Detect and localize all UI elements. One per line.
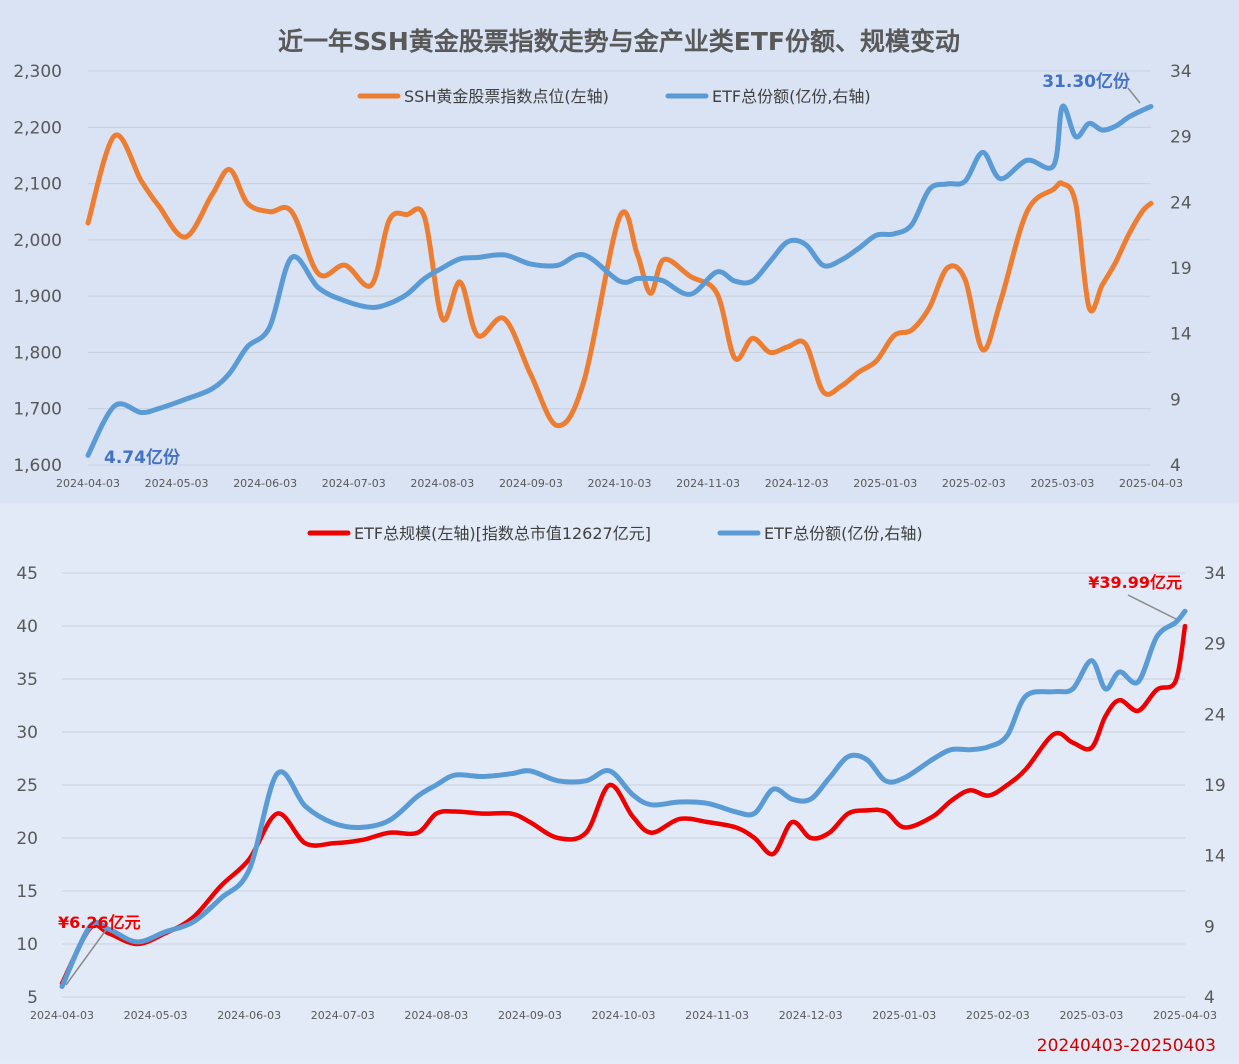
bottom-right-tick-label: 24 — [1204, 705, 1226, 725]
bottom-series — [59, 608, 1188, 989]
top-right-tick-label: 34 — [1170, 62, 1192, 82]
bottom-x-tick-label: 2024-11-03 — [685, 1009, 749, 1022]
date-range-footer: 20240403-20250403 — [1037, 1036, 1216, 1056]
annotation-min-scale: ¥6.26亿元 — [58, 913, 141, 932]
bottom-left-tick-label: 45 — [16, 564, 38, 584]
leader-bottom-min — [65, 929, 107, 986]
bottom-left-tick-label: 25 — [16, 776, 38, 796]
leader-top-max — [1127, 87, 1141, 104]
bottom-right-tick-label: 14 — [1204, 847, 1226, 867]
top-x-tick-label: 2024-11-03 — [676, 477, 740, 490]
legend-label-etf-shares-bottom: ETF总份额(亿份,右轴) — [764, 524, 923, 543]
top-x-tick-label: 2025-01-03 — [853, 477, 917, 490]
bottom-x-tick-label: 2025-02-03 — [966, 1009, 1030, 1022]
bottom-x-tick-label: 2024-10-03 — [592, 1009, 656, 1022]
annotation-max-shares: 31.30亿份 — [1042, 71, 1131, 92]
bottom-x-tick-label: 2025-04-03 — [1153, 1009, 1217, 1022]
top-x-tick-label: 2024-07-03 — [322, 477, 386, 490]
top-x-tick-label: 2024-05-03 — [145, 477, 209, 490]
top-left-tick-label: 1,800 — [13, 343, 62, 363]
bottom-right-tick-label: 4 — [1204, 988, 1215, 1008]
top-series-line-primary — [85, 132, 1154, 429]
bottom-left-tick-label: 30 — [16, 723, 38, 743]
top-x-tick-label: 2024-08-03 — [410, 477, 474, 490]
bottom-x-tick-label: 2024-08-03 — [404, 1009, 468, 1022]
top-series-line-etf-shares — [85, 103, 1154, 458]
top-x-tick-label: 2025-04-03 — [1119, 477, 1183, 490]
top-x-tick-label: 2024-04-03 — [56, 477, 120, 490]
annotation-min-shares: 4.74亿份 — [104, 447, 181, 468]
chart-title: 近一年SSH黄金股票指数走势与金产业类ETF份额、规模变动 — [278, 27, 960, 56]
legend-label-etf-scale: ETF总规模(左轴)[指数总市值12627亿元] — [354, 524, 651, 543]
bottom-series-line-primary — [59, 623, 1188, 986]
bottom-left-tick-label: 15 — [16, 882, 38, 902]
top-left-tick-label: 2,000 — [13, 231, 62, 251]
top-x-tick-label: 2024-09-03 — [499, 477, 563, 490]
bottom-x-tick-label: 2024-07-03 — [311, 1009, 375, 1022]
top-panel-bg — [0, 0, 1239, 503]
bottom-left-tick-label: 20 — [16, 829, 38, 849]
legend-label-etf-shares-top: ETF总份额(亿份,右轴) — [712, 87, 871, 106]
bottom-left-tick-label: 35 — [16, 670, 38, 690]
top-right-tick-label: 24 — [1170, 193, 1192, 213]
bottom-x-tick-label: 2024-05-03 — [124, 1009, 188, 1022]
bottom-right-tick-label: 9 — [1204, 917, 1215, 937]
bottom-x-tick-label: 2024-09-03 — [498, 1009, 562, 1022]
top-right-tick-label: 19 — [1170, 259, 1192, 279]
bottom-right-tick-label: 29 — [1204, 635, 1226, 655]
top-gridlines — [88, 70, 1151, 466]
annotation-max-scale: ¥39.99亿元 — [1088, 573, 1182, 592]
top-x-tick-label: 2024-12-03 — [765, 477, 829, 490]
bottom-x-tick-label: 2025-01-03 — [872, 1009, 936, 1022]
bottom-left-tick-label: 10 — [16, 935, 38, 955]
bottom-left-tick-label: 5 — [27, 988, 38, 1008]
top-right-tick-label: 14 — [1170, 325, 1192, 345]
leader-bottom-max — [1127, 594, 1179, 621]
annotation-leaders — [65, 87, 1179, 986]
top-left-tick-label: 2,200 — [13, 118, 62, 138]
top-x-tick-label: 2025-02-03 — [942, 477, 1006, 490]
bottom-x-tick-label: 2024-06-03 — [217, 1009, 281, 1022]
top-left-tick-label: 2,300 — [13, 62, 62, 82]
top-left-tick-label: 1,900 — [13, 287, 62, 307]
bottom-axis-ticks: 5 10 15 20 25 30 35 40 45 4 9 14 19 24 29 34 2024-04-03 2… — [16, 564, 1225, 1022]
top-left-tick-label: 1,700 — [13, 400, 62, 420]
top-right-tick-label: 4 — [1170, 456, 1181, 476]
top-right-tick-label: 29 — [1170, 128, 1192, 148]
bottom-x-tick-label: 2024-04-03 — [30, 1009, 94, 1022]
bottom-left-tick-label: 40 — [16, 617, 38, 637]
bottom-legend: ETF总规模(左轴)[指数总市值12627亿元] ETF总份额(亿份,右轴) — [307, 524, 923, 543]
top-legend: SSH黄金股票指数点位(左轴) ETF总份额(亿份,右轴) — [357, 87, 871, 106]
top-right-tick-label: 9 — [1170, 390, 1181, 410]
bottom-right-tick-label: 19 — [1204, 776, 1226, 796]
top-x-tick-label: 2025-03-03 — [1030, 477, 1094, 490]
bottom-gridlines — [62, 572, 1185, 998]
top-axis-ticks: 1,600 1,700 1,800 1,900 2,000 2,100 2,200 2,300… — [13, 62, 1191, 490]
top-x-tick-label: 2024-10-03 — [588, 477, 652, 490]
top-series — [85, 103, 1154, 458]
bottom-x-tick-label: 2024-12-03 — [779, 1009, 843, 1022]
bottom-series-line-etf-shares — [59, 608, 1188, 989]
top-x-tick-label: 2024-06-03 — [233, 477, 297, 490]
legend-label-ssh-index: SSH黄金股票指数点位(左轴) — [404, 87, 609, 106]
top-left-tick-label: 1,600 — [13, 456, 62, 476]
bottom-x-tick-label: 2025-03-03 — [1059, 1009, 1123, 1022]
top-left-tick-label: 2,100 — [13, 175, 62, 195]
bottom-right-tick-label: 34 — [1204, 564, 1226, 584]
